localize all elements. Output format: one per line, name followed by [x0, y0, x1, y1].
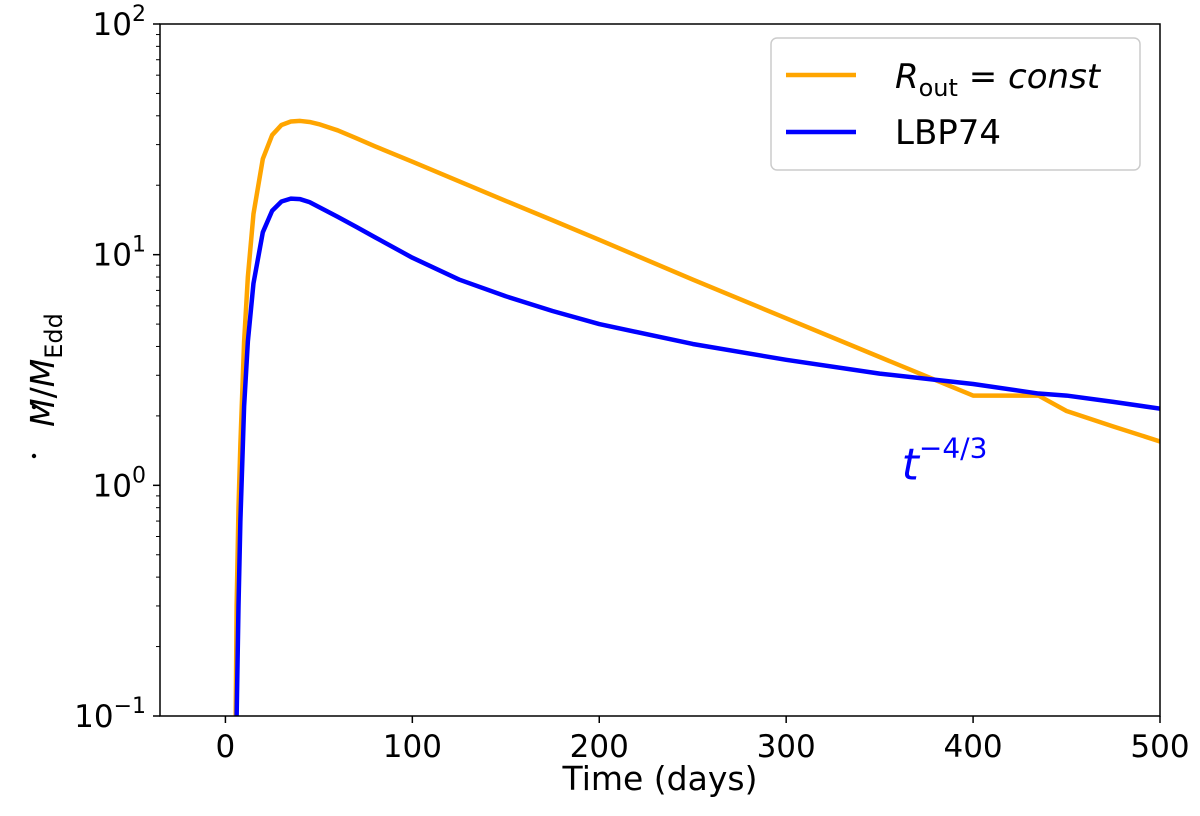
plot-frame — [159, 23, 1161, 717]
legend: Rout = const LBP74 — [770, 37, 1141, 171]
x-tick-label: 100 — [383, 729, 442, 765]
x-tick-label: 400 — [943, 729, 1002, 765]
x-tick-label: 0 — [216, 729, 236, 765]
y-tick-label: 102 — [93, 2, 146, 43]
annotations: t−4/3 — [902, 432, 988, 491]
y-axis-label: M/MEdd — [23, 313, 68, 427]
series-layer — [233, 118, 1160, 716]
y-tick-label: 101 — [93, 233, 146, 274]
labels-layer: Time (days) M/MEdd — [23, 313, 757, 798]
legend-box — [770, 37, 1141, 171]
y-label-dot — [31, 404, 37, 410]
legend-label-lbp74: LBP74 — [895, 113, 1001, 153]
y-label-dot — [31, 453, 37, 459]
series-line-rout-const — [233, 118, 1160, 716]
annotation-power-law: t−4/3 — [902, 432, 988, 491]
x-tick-label: 200 — [570, 729, 629, 765]
y-tick-label: 10−1 — [74, 694, 146, 735]
y-tick-label: 100 — [93, 463, 146, 504]
series-line-lbp74 — [234, 196, 1160, 716]
legend-label-rout-const: Rout = const — [895, 57, 1102, 102]
ticks-layer: 0 100 200 300 400 500 10−1 100 101 102 — [74, 2, 1189, 765]
x-axis-label: Time (days) — [562, 759, 758, 798]
x-tick-label: 500 — [1130, 729, 1189, 765]
x-tick-label: 300 — [757, 729, 816, 765]
